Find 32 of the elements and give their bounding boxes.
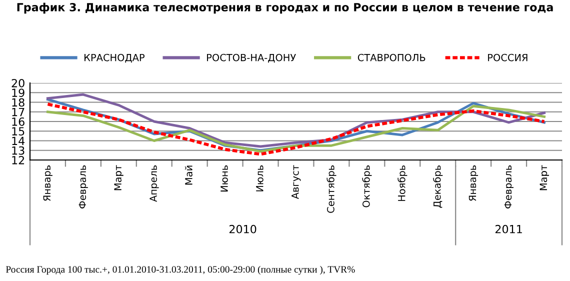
x-tick-label: Сентябрь: [326, 165, 336, 213]
y-tick-label: 17: [12, 108, 24, 116]
y-tick-label: 16: [12, 117, 24, 126]
y-tick-label: 20: [12, 78, 24, 88]
text: Россия Города 100 тыс.+, 01.01.2010-31.03.2011, 05:00-29:00 (полные сутки ), TVR%: [6, 266, 355, 275]
y-tick-label: 18: [12, 98, 24, 107]
x-tick-label: Январь: [468, 165, 478, 201]
x-tick-label: Июль: [256, 165, 264, 192]
legend-label: СТАВРОПОЛЬ: [358, 54, 426, 62]
text: 2011: [495, 224, 522, 234]
chart-title: График 3. Динамика телесмотрения в городах и по России в целом в течение года: [17, 2, 553, 14]
x-tick-label: Октябрь: [362, 165, 372, 208]
x-tick-label: Март: [114, 165, 124, 190]
legend-label: РОССИЯ: [488, 54, 528, 62]
x-tick-label: Август: [292, 165, 301, 200]
x-tick-label: Ноябрь: [398, 165, 408, 201]
legend-label: РОСТОВ-НА-ДОНУ: [207, 54, 296, 63]
x-tick-label: Май: [184, 166, 192, 185]
y-tick-label: 12: [12, 156, 24, 164]
x-tick-label: Март: [540, 165, 549, 190]
y-tick-label: 19: [12, 88, 24, 98]
y-tick-label: 13: [12, 146, 24, 155]
x-tick-label: Февраль: [78, 165, 88, 208]
x-tick-label: Январь: [43, 165, 52, 201]
x-tick-label: Февраль: [504, 165, 514, 208]
text: 2010: [229, 224, 256, 234]
x-tick-label: Апрель: [150, 165, 159, 202]
legend-label: КРАСНОДАР: [84, 54, 145, 63]
y-tick-label: 15: [12, 127, 24, 136]
y-tick-label: 14: [12, 136, 25, 145]
x-tick-label: Июнь: [220, 165, 228, 192]
x-tick-label: Декабрь: [433, 165, 443, 208]
